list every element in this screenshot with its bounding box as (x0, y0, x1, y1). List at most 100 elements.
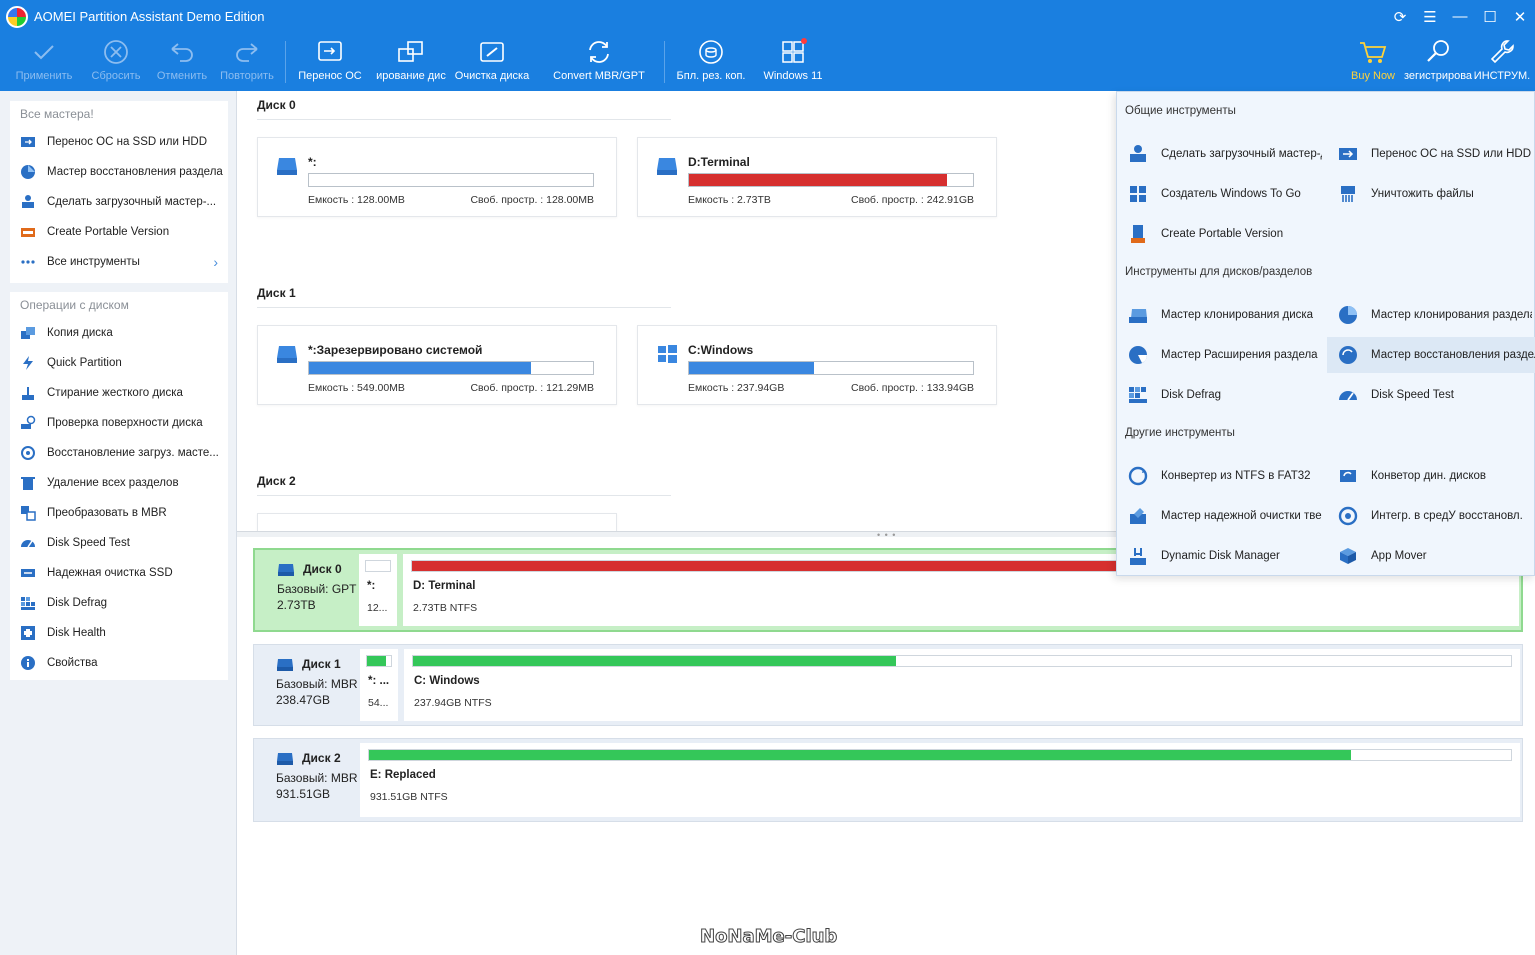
tool-disk-speed-test[interactable]: Disk Speed Test (1327, 377, 1532, 413)
partition-block[interactable]: *: ... 54... (360, 649, 398, 721)
partition-block[interactable]: E: Replaced 931.51GB NTFS (360, 743, 1520, 817)
undo-button[interactable]: Отменить (154, 33, 210, 91)
usage-bar (368, 749, 1512, 761)
sidebar-item-quick-partition[interactable]: Quick Partition (10, 348, 228, 378)
sidebar-item-properties[interactable]: Свойства (10, 648, 228, 678)
disk-info: Диск 2 Базовый: MBR 931.51GB (276, 751, 358, 801)
disk-copy-icon (20, 325, 36, 341)
register-button[interactable]: зегистрирова (1404, 33, 1472, 91)
sidebar-item-speed-test[interactable]: Disk Speed Test (10, 528, 228, 558)
disk-row-1[interactable]: Диск 1 Базовый: MBR 238.47GB *: ... 54..… (253, 644, 1523, 726)
toolbar-separator (664, 41, 665, 83)
sidebar-item-surface-test[interactable]: Проверка поверхности диска (10, 408, 228, 438)
toolbar-separator (285, 41, 286, 83)
wipe-disk-button[interactable]: Очистка диска (452, 33, 532, 91)
tool-disk-clone[interactable]: Мастер клонирования диска (1117, 297, 1322, 333)
close-icon[interactable]: ✕ (1513, 8, 1527, 26)
sidebar-item-delete-partitions[interactable]: Удаление всех разделов (10, 468, 228, 498)
speed-test-icon (20, 535, 36, 551)
ntfs-fat32-icon (1127, 465, 1149, 487)
usage-fill (309, 362, 531, 374)
tool-migrate-os[interactable]: Перенос ОС на SSD или HDD (1327, 136, 1532, 172)
portable-icon (20, 224, 36, 240)
tool-bootable-media[interactable]: Сделать загрузочный мастер-ди (1117, 136, 1322, 172)
tool-extend-partition[interactable]: Мастер Расширения раздела (1117, 337, 1322, 373)
refresh-icon[interactable]: ⟳ (1393, 8, 1407, 26)
disk-map: Диск 0 Базовый: GPT 2.73TB *: 12... D: T… (237, 537, 1535, 955)
windows11-button[interactable]: Windows 11 (760, 33, 826, 91)
backup-icon (696, 37, 726, 67)
sidebar-item-defrag[interactable]: Disk Defrag (10, 588, 228, 618)
tool-recovery-env[interactable]: Интегр. в средУ восстановл. (1327, 498, 1532, 534)
tool-ssd-secure-erase[interactable]: Мастер надежной очистки твердо (1117, 498, 1322, 534)
tool-partition-recovery[interactable]: Мастер восстановления раздела (1327, 337, 1535, 373)
disk-row-2[interactable]: Диск 2 Базовый: MBR 931.51GB E: Replaced… (253, 738, 1523, 822)
sidebar-item-convert-mbr[interactable]: Преобразовать в MBR (10, 498, 228, 528)
partition-card[interactable]: *:Зарезервировано системой Емкость : 549… (257, 325, 617, 405)
watermark: NoNaMe-Club (699, 926, 838, 948)
partition-card[interactable]: D:Terminal Емкость : 2.73TB Своб. простр… (637, 137, 997, 217)
disk-cards-view: Диск 0 *: Емкость : 128.00MB Своб. прост… (240, 91, 1116, 531)
tools-button[interactable]: ИНСТРУМ. (1474, 33, 1530, 91)
drive-icon (277, 346, 297, 363)
tool-shred-files[interactable]: Уничтожить файлы (1327, 176, 1532, 212)
chevron-right-icon: › (213, 254, 218, 270)
sidebar-item-rebuild-mbr[interactable]: Восстановление загруз. масте... (10, 438, 228, 468)
sidebar-item-disk-copy[interactable]: Копия диска (10, 318, 228, 348)
dynamic-convert-icon (1337, 465, 1359, 487)
menu-icon[interactable]: ☰ (1423, 8, 1437, 26)
sidebar-item-partition-recovery[interactable]: Мастер восстановления раздела (10, 157, 228, 187)
search-key-icon (1423, 37, 1453, 67)
clone-disk-button[interactable]: ирование дис (374, 33, 448, 91)
sidebar-item-disk-health[interactable]: Disk Health (10, 618, 228, 648)
ssd-erase-icon (1127, 505, 1149, 527)
backup-button[interactable]: Бпл. рез. коп. (672, 33, 750, 91)
partition-card[interactable]: *: Емкость : 128.00MB Своб. простр. : 12… (257, 137, 617, 217)
disk-info: Диск 1 Базовый: MBR 238.47GB (276, 657, 358, 707)
partition-card[interactable]: C:Windows Емкость : 237.94GB Своб. прост… (637, 325, 997, 405)
maximize-icon[interactable]: ☐ (1483, 8, 1497, 26)
usage-bar (688, 173, 974, 187)
tool-app-mover[interactable]: App Mover (1327, 538, 1532, 574)
bootable-media-icon (1127, 143, 1149, 165)
shred-icon (1337, 183, 1359, 205)
tool-ntfs-to-fat32[interactable]: Конвертер из NTFS в FAT32 (1117, 458, 1322, 494)
disk-info: Диск 0 Базовый: GPT 2.73TB (277, 562, 357, 612)
sidebar-item-bootable-media[interactable]: Сделать загрузочный мастер-... (10, 187, 228, 217)
tool-dynamic-convert[interactable]: Конветор дин. дисков (1327, 458, 1532, 494)
tool-dynamic-disk-manager[interactable]: Dynamic Disk Manager (1117, 538, 1322, 574)
sidebar-item-ssd-erase[interactable]: Надежная очистка SSD (10, 558, 228, 588)
redo-button[interactable]: Повторить (217, 33, 277, 91)
migrate-icon (20, 134, 36, 150)
sidebar-item-wipe-disk[interactable]: Стирание жесткого диска (10, 378, 228, 408)
buy-now-button[interactable]: Buy Now (1346, 33, 1400, 91)
sidebar-item-all-tools[interactable]: Все инструменты › (10, 247, 228, 277)
partition-block[interactable]: *: 12... (359, 554, 397, 626)
tool-portable-version[interactable]: Create Portable Version (1117, 216, 1322, 252)
partition-card[interactable] (257, 513, 617, 531)
sidebar-item-migrate-os[interactable]: Перенос ОС на SSD или HDD (10, 127, 228, 157)
drive-icon (277, 158, 297, 175)
usage-fill (367, 656, 387, 666)
discard-button[interactable]: Сбросить (88, 33, 144, 91)
tool-disk-defrag[interactable]: Disk Defrag (1117, 377, 1322, 413)
portable-icon (1127, 223, 1149, 245)
disk-operations-header: Операции с диском (20, 298, 129, 312)
disk1-title: Диск 1 (257, 286, 296, 300)
drive-icon (278, 563, 294, 576)
convert-mbr-gpt-button[interactable]: Convert MBR/GPT (552, 33, 646, 91)
partition-block[interactable]: C: Windows 237.94GB NTFS (404, 649, 1520, 721)
sidebar-item-portable-version[interactable]: Create Portable Version (10, 217, 228, 247)
toolbar: Применить Сбросить Отменить Повторить Пе… (0, 33, 1535, 91)
usage-bar (308, 173, 594, 187)
divider (257, 307, 671, 308)
migrate-os-button[interactable]: Перенос ОС (297, 33, 363, 91)
tool-windows-to-go[interactable]: Создатель Windows To Go (1117, 176, 1322, 212)
partition-recovery-icon (1337, 344, 1359, 366)
usage-bar (412, 655, 1512, 667)
pane-splitter[interactable]: • • • (237, 530, 1535, 540)
apply-button[interactable]: Применить (14, 33, 74, 91)
tool-partition-clone[interactable]: Мастер клонирования раздела (1327, 297, 1532, 333)
minimize-icon[interactable]: — (1452, 8, 1468, 25)
undo-icon (167, 37, 197, 67)
